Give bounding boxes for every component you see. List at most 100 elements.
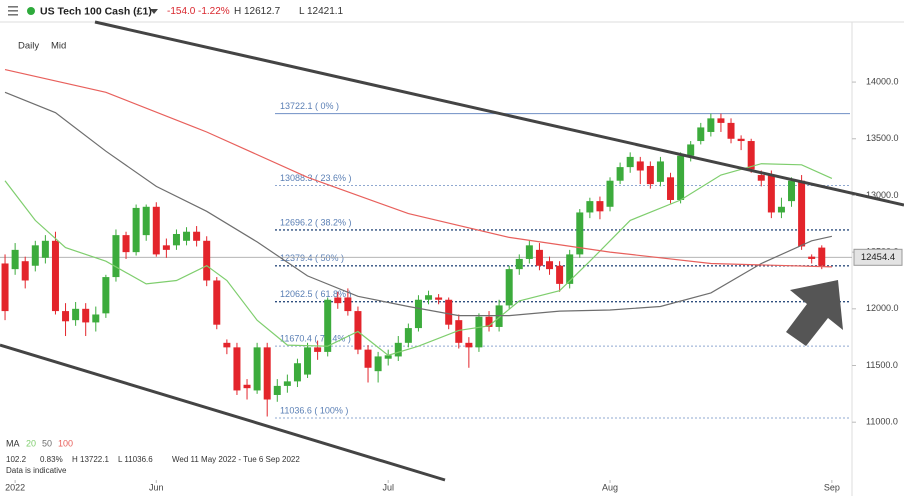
candle-body <box>445 299 453 325</box>
fib-label: 12062.5 ( 61.8% ) <box>280 289 352 299</box>
candle-body <box>737 138 745 142</box>
menu-bar <box>8 10 18 12</box>
candle-body <box>253 347 261 391</box>
moving-average <box>4 69 832 268</box>
candle-body <box>223 342 231 348</box>
ma-label: MA <box>6 438 20 448</box>
candle-body <box>172 233 180 246</box>
moving-average <box>4 91 833 317</box>
menu-icon[interactable] <box>8 6 18 16</box>
candle-body <box>92 314 100 323</box>
x-tick-label: Sep <box>824 482 840 492</box>
candle-body <box>203 240 211 281</box>
candle-body <box>606 180 614 207</box>
candle-body <box>394 342 402 357</box>
candle-body <box>1 263 9 312</box>
candle-body <box>818 247 826 266</box>
candle-body <box>21 261 29 281</box>
candle-body <box>314 347 322 352</box>
summary-low: L 11036.6 <box>118 455 153 464</box>
fib-label: 12379.4 ( 50% ) <box>280 253 344 263</box>
instrument-name[interactable]: US Tech 100 Cash (£1) <box>40 5 152 17</box>
candle-body <box>334 297 342 304</box>
candle-body <box>233 347 241 391</box>
candle-body <box>576 212 584 255</box>
ma-legend: 20 50 100 <box>26 438 73 448</box>
candle-body <box>777 206 785 213</box>
candle-body <box>535 249 543 266</box>
candle-body <box>656 161 664 182</box>
candle-body <box>404 328 412 343</box>
candle-body <box>546 261 554 270</box>
header-change-pct: -1.22% <box>198 6 230 17</box>
candle-body <box>808 256 816 259</box>
legend-entry: 100 <box>58 438 73 448</box>
candle-body <box>455 320 463 343</box>
timeframe[interactable]: Daily <box>18 41 39 52</box>
candle-body <box>505 269 513 306</box>
candle-body <box>465 342 473 348</box>
y-tick-label: 11000.0 <box>866 417 898 427</box>
annotation-arrow <box>786 280 843 346</box>
candle-body <box>152 206 160 255</box>
fib-label: 13088.3 ( 23.6% ) <box>280 173 352 183</box>
candle-body <box>425 295 433 300</box>
candle-body <box>132 207 140 253</box>
menu-bar <box>8 6 18 8</box>
candle-body <box>414 299 422 329</box>
candle-body <box>344 297 352 312</box>
candle-body <box>243 384 251 389</box>
candle-body <box>283 381 291 386</box>
candle-body <box>364 349 372 368</box>
candle-body <box>304 347 312 375</box>
header-low: L 12421.1 <box>299 6 344 17</box>
candle-body <box>112 235 120 278</box>
summary-change-pct: 0.83% <box>40 455 63 464</box>
candle-body <box>11 249 19 270</box>
candle-body <box>193 231 201 241</box>
header-change: -154.0 <box>167 6 196 17</box>
candle-body <box>707 118 715 132</box>
candle-body <box>142 206 150 236</box>
dropdown-arrow[interactable] <box>150 9 158 14</box>
candle-body <box>677 155 685 200</box>
last-price-label: 12454.4 <box>861 252 895 263</box>
candle-body <box>435 297 443 300</box>
candle-body <box>727 122 735 139</box>
candle-body <box>596 201 604 212</box>
candle-body <box>757 175 765 181</box>
candle-body <box>41 240 49 258</box>
y-tick-label: 12000.0 <box>866 303 899 313</box>
menu-bar <box>8 14 18 16</box>
candle-body <box>72 308 80 321</box>
candle-body <box>82 308 90 323</box>
candle-body <box>687 144 695 156</box>
price-type[interactable]: Mid <box>51 41 66 52</box>
candle-body <box>183 231 191 241</box>
fib-label: 11036.6 ( 100% ) <box>280 405 348 415</box>
candle-body <box>586 201 594 213</box>
candle-body <box>556 265 564 284</box>
y-tick-label: 11500.0 <box>866 360 898 370</box>
summary-change: 102.2 <box>6 455 27 464</box>
candle-body <box>646 165 654 185</box>
fib-label: 11670.4 ( 76.4% ) <box>280 334 351 344</box>
summary-high: H 13722.1 <box>72 455 109 464</box>
candle-body <box>697 127 705 142</box>
candle-body <box>667 177 675 200</box>
candle-body <box>102 277 110 314</box>
trendline-lower <box>0 343 446 482</box>
candle-body <box>566 254 574 284</box>
candle-body <box>51 240 59 312</box>
candle-body <box>636 161 644 171</box>
candle-body <box>374 356 382 372</box>
candle-body <box>747 141 755 170</box>
candle-body <box>324 299 332 352</box>
candle-body <box>767 175 775 213</box>
legend-entry: 20 <box>26 438 36 448</box>
candle-body <box>384 355 392 359</box>
last-price-box <box>853 248 903 266</box>
y-tick-label: 13000.0 <box>866 190 899 200</box>
